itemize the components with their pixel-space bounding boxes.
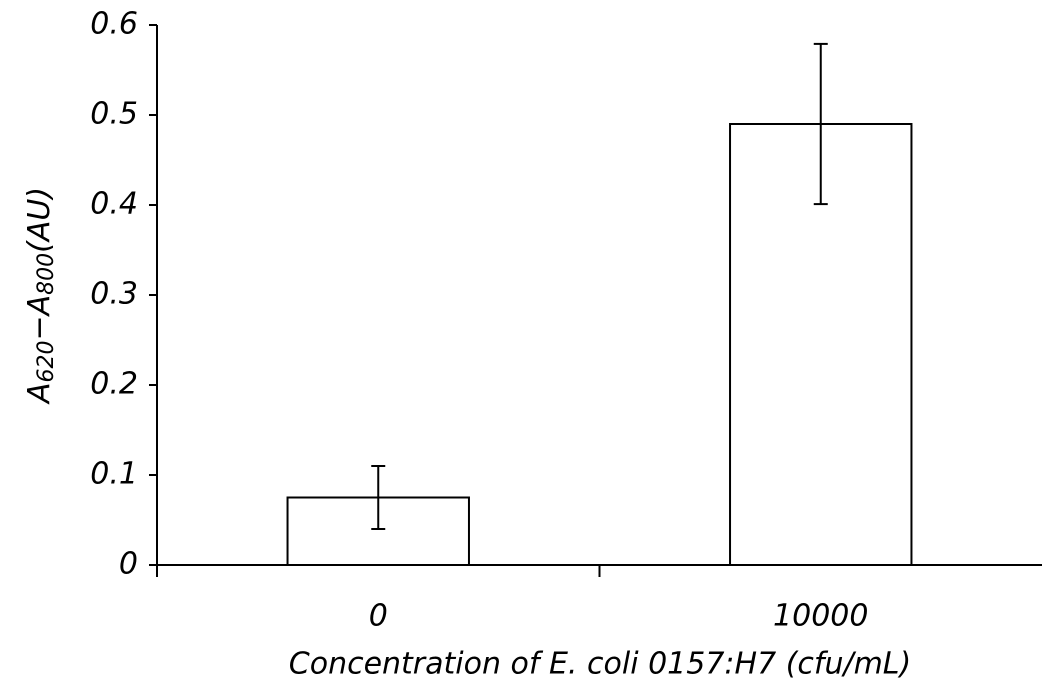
x-tick-label: 10000 <box>773 599 868 634</box>
y-axis-label: A620−A800(AU) <box>22 187 59 405</box>
y-label-part: (AU) <box>22 187 57 253</box>
y-tick-label: 0.2 <box>90 367 138 402</box>
y-label-subscript: 800 <box>34 253 59 295</box>
y-label-subscript: 620 <box>34 341 59 383</box>
x-axis-label: Concentration of E. coli 0157:H7 (cfu/mL… <box>289 647 911 682</box>
y-tick-label: 0.3 <box>90 277 138 312</box>
y-tick-label: 0.1 <box>90 457 138 492</box>
y-tick-label: 0.4 <box>90 187 138 222</box>
error-bar <box>813 42 828 206</box>
y-label-part: −A <box>22 295 57 341</box>
y-tick-label: 0 <box>119 547 138 582</box>
y-label-part: A <box>22 383 57 406</box>
y-tick-label: 0.6 <box>90 7 138 42</box>
y-tick-label: 0.5 <box>90 97 138 132</box>
x-tick-label: 0 <box>369 599 388 634</box>
error-bar <box>371 465 386 530</box>
